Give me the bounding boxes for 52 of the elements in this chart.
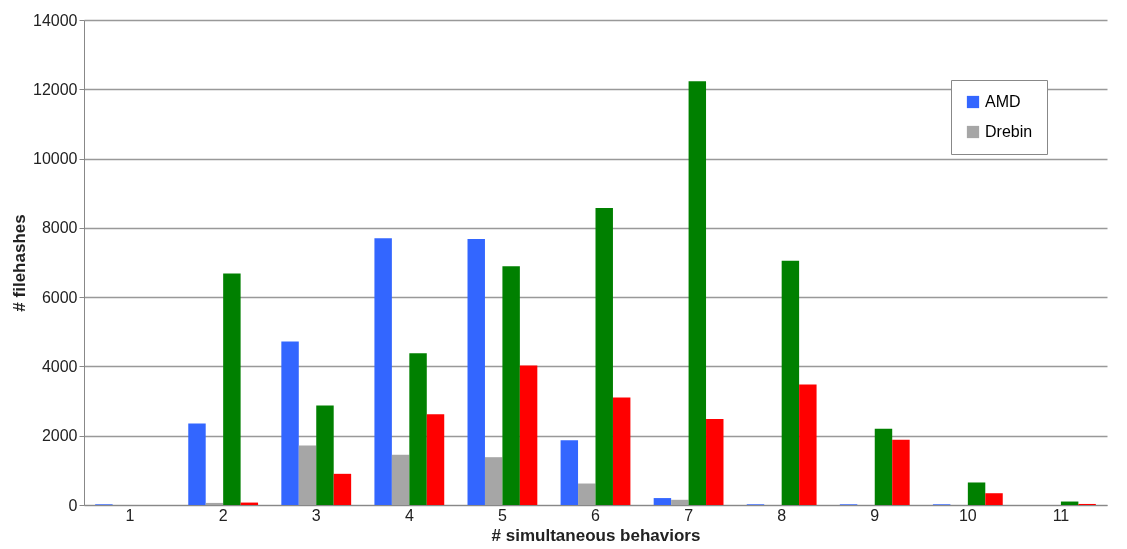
x-tick-label: 7	[684, 506, 694, 524]
bar	[967, 482, 986, 505]
bar	[281, 341, 299, 505]
bar	[333, 473, 352, 505]
bar	[374, 238, 392, 505]
bar	[578, 483, 596, 505]
bar	[484, 457, 503, 505]
y-tick-label: 4000	[41, 357, 78, 375]
x-tick-label: 3	[311, 506, 321, 524]
bar	[560, 440, 579, 505]
x-tick-label: 5	[497, 506, 507, 524]
x-tick-label: 11	[1052, 506, 1070, 524]
bar	[612, 397, 631, 505]
bar	[799, 384, 817, 505]
bar	[426, 414, 445, 505]
y-tick-label: 10000	[33, 150, 78, 168]
x-tick-label: 4	[404, 506, 414, 524]
x-tick-label: 9	[870, 506, 880, 524]
bar	[653, 498, 672, 505]
x-tick-label: 2	[218, 506, 228, 524]
bar	[706, 419, 724, 505]
bar	[874, 428, 893, 505]
x-axis-title: # simultaneous behaviors	[491, 525, 701, 545]
bar	[316, 405, 334, 505]
legend-label: AMD	[985, 93, 1021, 110]
y-tick-label: 12000	[33, 80, 78, 98]
bar	[391, 454, 410, 505]
y-tick-label: 8000	[41, 219, 78, 237]
bar	[595, 208, 613, 505]
y-tick-label: 2000	[41, 427, 78, 445]
bar	[781, 260, 800, 505]
bar	[671, 499, 689, 505]
y-tick-label: 14000	[33, 11, 78, 29]
bar	[688, 81, 707, 505]
legend-label: Drebin	[985, 123, 1033, 140]
bar	[892, 439, 910, 505]
bar	[519, 365, 538, 505]
x-tick-label: 10	[958, 506, 977, 524]
y-tick-label: 0	[68, 496, 78, 514]
bar	[188, 423, 206, 505]
x-tick-label: 8	[777, 506, 787, 524]
bar	[298, 445, 317, 505]
bar	[223, 273, 241, 505]
x-tick-label: 1	[125, 506, 135, 524]
bar	[985, 493, 1003, 505]
bar	[502, 266, 520, 505]
bar	[409, 353, 427, 505]
bar	[205, 502, 224, 505]
x-tick-label: 6	[591, 506, 601, 524]
y-axis-title: # filehashes	[10, 214, 30, 312]
bar	[467, 238, 485, 505]
y-tick-label: 6000	[41, 288, 78, 306]
